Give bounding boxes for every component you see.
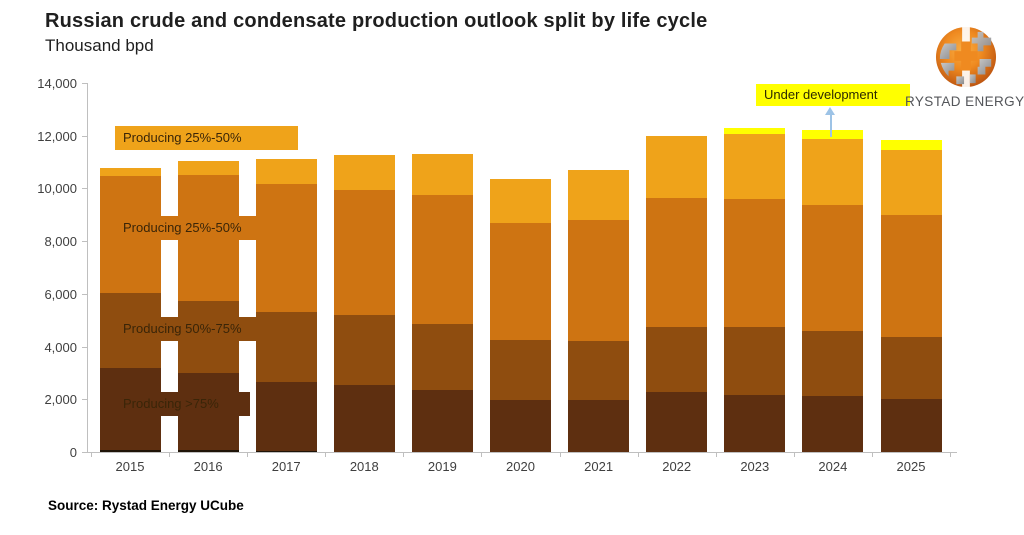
series-label-producing-25-50-top: Producing 25%-50%: [115, 126, 298, 150]
bar-segment-2021-s2: [568, 341, 630, 400]
bar-segment-2015-s4: [99, 167, 161, 177]
x-axis-tick: [637, 453, 639, 457]
x-axis-label-2018: 2018: [349, 459, 379, 474]
bar-segment-2016-s0: [177, 449, 239, 452]
under-development-arrow-icon: [824, 107, 837, 137]
x-axis-label-2016: 2016: [193, 459, 223, 474]
arrow-head-icon: [825, 107, 835, 115]
y-axis-tick: [82, 293, 87, 295]
bar-segment-2016-s4: [177, 160, 239, 176]
y-axis-tick-label: 6,000: [44, 286, 77, 302]
bar-segment-2018-s3: [333, 189, 395, 315]
x-axis-label-2020: 2020: [506, 459, 535, 474]
bar-segment-2023-s2: [724, 327, 786, 395]
bar-segment-2021-s3: [568, 220, 630, 342]
bar-segment-2023-s4: [724, 134, 786, 199]
y-axis-tick-label: 12,000: [37, 128, 77, 144]
chart-title: Russian crude and condensate production …: [45, 10, 708, 32]
x-axis-tick: [403, 453, 405, 457]
x-axis-tick: [247, 453, 249, 457]
y-axis-tick-label: 2,000: [44, 392, 77, 408]
y-axis-tick: [82, 346, 87, 348]
y-axis-tick: [82, 83, 87, 84]
rystad-energy-logo: RYSTAD ENERGY: [905, 8, 1024, 112]
bar-segment-2017-s0: [255, 450, 317, 452]
x-axis-tick: [90, 453, 92, 457]
bar-segment-2018-s4: [333, 154, 395, 190]
bar-segment-2020-s4: [490, 178, 551, 223]
x-axis-label-2025: 2025: [896, 459, 926, 474]
x-axis-label-2023: 2023: [740, 459, 770, 474]
bar-segment-2020-s2: [490, 339, 551, 401]
bar-segment-2023-s1: [724, 394, 786, 452]
bar-segment-2025-s5: [880, 139, 942, 150]
y-axis-tick: [82, 241, 87, 243]
series-label-producing-gt75: Producing >75%: [115, 392, 250, 416]
x-axis-tick: [871, 453, 873, 457]
bar-segment-2022-s1: [646, 391, 708, 452]
bar-segment-2019-s2: [411, 323, 473, 391]
x-axis-label-2015: 2015: [115, 459, 145, 474]
bar-segment-2022-s3: [646, 198, 708, 327]
bar-segment-2024-s3: [802, 205, 864, 332]
y-axis-tick: [82, 399, 87, 401]
globe-icon: [935, 26, 997, 88]
chart-subtitle: Thousand bpd: [45, 36, 154, 55]
source-note: Source: Rystad Energy UCube: [48, 498, 244, 513]
x-axis-tick: [715, 453, 717, 457]
y-axis-tick: [82, 452, 87, 453]
x-axis-line: [87, 452, 957, 453]
logo-wordmark: RYSTAD ENERGY: [905, 94, 1024, 109]
y-axis-tick: [82, 188, 87, 190]
bar-segment-2021-s1: [568, 399, 630, 452]
bar-segment-2021-s4: [568, 170, 630, 221]
y-axis-tick: [82, 135, 87, 137]
bar-segment-2024-s5: [802, 129, 864, 139]
series-label-producing-25-50: Producing 25%-50%: [115, 216, 298, 240]
bar-segment-2020-s1: [490, 400, 551, 452]
bar-segment-2025-s4: [880, 149, 942, 215]
x-axis-label-2017: 2017: [271, 459, 301, 474]
y-axis-tick-label: 0: [69, 445, 77, 460]
x-axis-label-2019: 2019: [427, 459, 457, 474]
bar-segment-2025-s1: [880, 399, 942, 452]
bar-segment-2024-s2: [802, 331, 864, 396]
bar-segment-2018-s2: [333, 314, 395, 386]
bar-segment-2017-s4: [255, 159, 317, 185]
x-axis-tick: [950, 453, 952, 457]
bar-segment-2025-s2: [880, 336, 942, 400]
bar-segment-2017-s1: [255, 382, 317, 451]
bar-segment-2023-s5: [724, 128, 786, 135]
series-label-producing-50-75: Producing 50%-75%: [115, 317, 298, 341]
y-axis-line: [87, 83, 88, 453]
x-axis-tick: [169, 453, 171, 457]
x-axis-tick: [481, 453, 483, 457]
bar-segment-2022-s4: [646, 135, 708, 199]
bar-segment-2023-s3: [724, 198, 786, 328]
arrow-stem: [829, 114, 832, 137]
x-axis-label-2022: 2022: [662, 459, 692, 474]
bar-segment-2024-s1: [802, 395, 864, 452]
bar-segment-2015-s0: [99, 449, 161, 452]
bar-segment-2019-s3: [411, 195, 473, 324]
x-axis-label-2021: 2021: [584, 459, 614, 474]
y-axis-tick-label: 8,000: [44, 234, 77, 250]
y-axis-tick-label: 14,000: [37, 76, 77, 91]
bar-segment-2025-s3: [880, 214, 942, 337]
bar-segment-2024-s4: [802, 138, 864, 206]
y-axis-tick-label: 10,000: [37, 181, 77, 197]
x-axis-label-2024: 2024: [818, 459, 848, 474]
series-label-under-development: Under development: [756, 84, 910, 106]
x-axis-tick: [559, 453, 561, 457]
x-axis-tick: [325, 453, 327, 457]
bar-segment-2022-s2: [646, 326, 708, 392]
bar-segment-2017-s3: [255, 184, 317, 313]
x-axis-tick: [793, 453, 795, 457]
bar-segment-2018-s1: [333, 385, 395, 452]
bar-segment-2020-s3: [490, 222, 551, 340]
bar-segment-2019-s4: [411, 153, 473, 196]
y-axis-tick-label: 4,000: [44, 339, 77, 355]
bar-segment-2019-s1: [411, 390, 473, 452]
